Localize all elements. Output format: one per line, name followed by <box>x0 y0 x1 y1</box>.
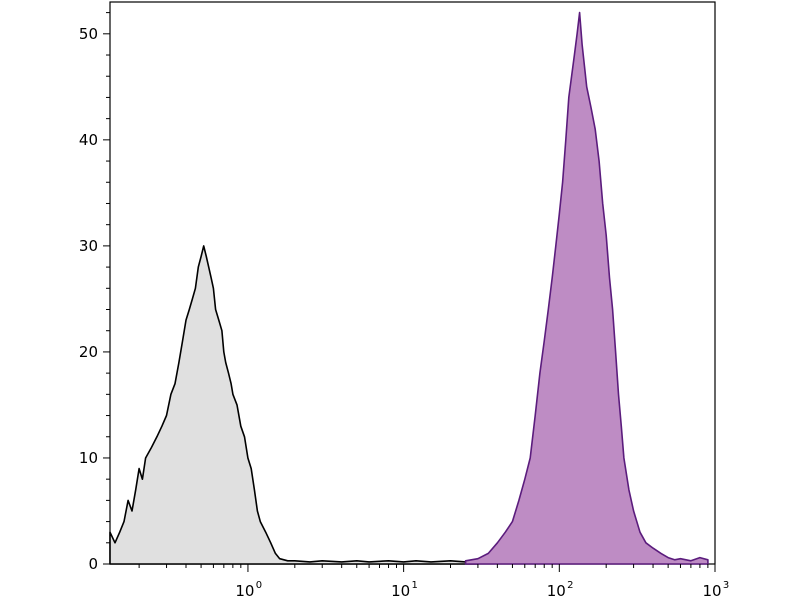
y-tick-label: 50 <box>79 25 98 43</box>
y-tick-label: 10 <box>79 449 98 467</box>
y-tick-label: 40 <box>79 131 98 149</box>
histogram-series-1 <box>109 245 479 565</box>
x-tick-label: 10 <box>235 582 254 600</box>
histogram-series-2 <box>464 11 709 565</box>
series-layer <box>109 11 709 565</box>
x-tick-exponent: 2 <box>567 580 573 591</box>
x-tick-label: 10 <box>547 582 566 600</box>
y-axis: 0 10 20 30 40 50 <box>79 12 110 573</box>
x-tick-label: 10 <box>702 582 721 600</box>
y-tick-label: 0 <box>88 555 98 573</box>
x-tick-exponent: 1 <box>411 580 417 591</box>
y-tick-label: 30 <box>79 237 98 255</box>
x-tick-exponent: 0 <box>256 580 262 591</box>
x-tick-exponent: 3 <box>723 580 729 591</box>
x-tick-label: 10 <box>391 582 410 600</box>
x-axis: 10 0 10 1 10 2 10 3 <box>138 564 729 600</box>
y-tick-label: 20 <box>79 343 98 361</box>
